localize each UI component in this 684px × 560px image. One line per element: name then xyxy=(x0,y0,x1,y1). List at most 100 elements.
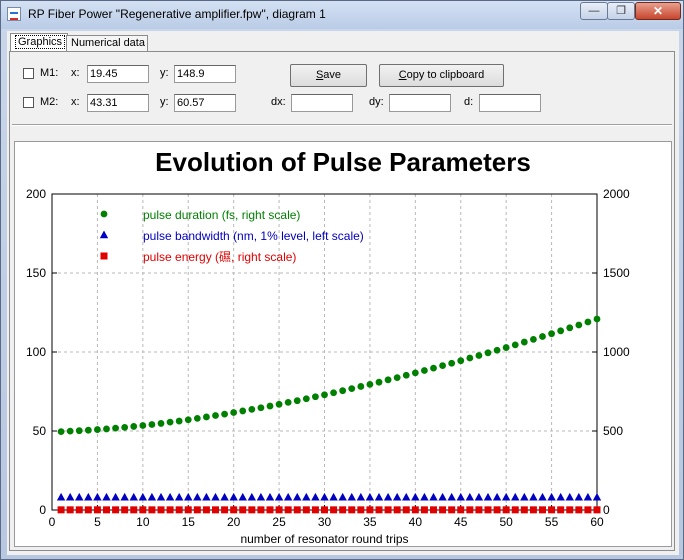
data-point xyxy=(466,354,474,362)
data-point xyxy=(538,492,547,501)
data-point xyxy=(338,492,347,501)
client-area: Graphics Numerical data M1: x: 19.45 y: … xyxy=(7,31,679,555)
x-tick-label: 20 xyxy=(227,515,241,529)
data-point xyxy=(257,404,265,412)
data-point xyxy=(302,506,310,514)
x-tick-label: 25 xyxy=(272,515,286,529)
data-point xyxy=(402,492,411,501)
data-point xyxy=(330,506,338,514)
x-tick-label: 50 xyxy=(499,515,513,529)
data-point xyxy=(293,397,301,405)
data-point xyxy=(211,492,220,501)
app-icon[interactable] xyxy=(7,7,21,21)
save-button[interactable]: Save xyxy=(290,64,367,87)
x-tick-label: 5 xyxy=(94,515,101,529)
data-point xyxy=(493,346,501,354)
data-point xyxy=(529,492,538,501)
data-point xyxy=(583,492,593,501)
data-point xyxy=(193,414,201,422)
data-point xyxy=(511,341,519,349)
data-point xyxy=(111,492,120,501)
data-point xyxy=(502,506,510,514)
maximize-button[interactable]: ❐ xyxy=(607,2,635,20)
x-tick-label: 10 xyxy=(136,515,150,529)
data-point xyxy=(339,387,347,395)
data-point xyxy=(411,492,420,501)
chart-legend: pulse duration (fs, right scale) pulse ba… xyxy=(99,208,364,264)
minimize-button[interactable]: — xyxy=(580,2,608,20)
m2-checkbox[interactable] xyxy=(23,97,34,108)
data-point xyxy=(584,506,592,514)
tab-graphics[interactable]: Graphics xyxy=(10,33,68,52)
data-point xyxy=(84,506,92,514)
data-point xyxy=(484,506,492,514)
data-point xyxy=(548,506,556,514)
data-point xyxy=(565,492,574,501)
d-field[interactable] xyxy=(479,94,541,112)
data-point xyxy=(274,492,284,501)
data-point xyxy=(284,506,292,514)
data-point xyxy=(66,506,74,514)
dy-field[interactable] xyxy=(389,94,451,112)
data-point xyxy=(330,389,337,397)
data-point xyxy=(566,324,574,332)
data-point xyxy=(484,349,492,357)
data-point xyxy=(248,405,256,413)
data-point xyxy=(212,506,219,514)
data-point xyxy=(429,492,438,501)
data-point xyxy=(566,506,574,514)
data-point xyxy=(166,506,174,514)
dy-label: dy: xyxy=(369,96,384,108)
m1-y-field[interactable]: 148.9 xyxy=(174,65,236,83)
data-point xyxy=(229,492,238,501)
title-bar[interactable]: RP Fiber Power "Regenerative amplifier.f… xyxy=(1,1,683,29)
data-point xyxy=(165,492,175,501)
data-point xyxy=(557,506,565,514)
m1-label: M1: xyxy=(40,67,59,79)
m1-checkbox[interactable] xyxy=(23,68,34,79)
chart-svg[interactable]: Evolution of Pulse Parameters 0 5 10 15 20 25… xyxy=(15,142,671,546)
data-point xyxy=(420,492,429,501)
data-point xyxy=(502,344,510,351)
data-point xyxy=(375,506,383,514)
data-point xyxy=(239,506,247,514)
data-point xyxy=(311,492,320,501)
series-1 xyxy=(56,492,602,501)
m2-x-field[interactable]: 43.31 xyxy=(87,94,149,112)
series-0 xyxy=(57,315,601,436)
data-point xyxy=(302,492,311,501)
chart-area[interactable]: Evolution of Pulse Parameters 0 5 10 15 20 25… xyxy=(14,141,672,547)
data-point xyxy=(520,506,528,514)
data-point xyxy=(575,506,583,514)
data-point xyxy=(411,369,419,377)
close-button[interactable]: ✕ xyxy=(635,2,681,20)
m1-x-label: x: xyxy=(71,67,80,79)
data-point xyxy=(212,412,219,419)
data-point xyxy=(456,492,465,501)
copy-to-clipboard-button[interactable]: Copy to clipboard xyxy=(379,64,504,87)
data-point xyxy=(465,492,475,501)
data-point xyxy=(84,426,92,434)
data-point xyxy=(402,506,410,514)
y-right-tick-label: 1500 xyxy=(603,266,630,280)
data-point xyxy=(384,506,392,514)
data-point xyxy=(356,492,366,501)
data-point xyxy=(248,506,256,514)
data-point xyxy=(393,374,401,381)
save-button-accel: S xyxy=(315,69,324,81)
data-point xyxy=(103,425,110,433)
m1-x-field[interactable]: 19.45 xyxy=(87,65,149,83)
y-right-tick-label: 2000 xyxy=(603,187,630,201)
data-point xyxy=(339,506,347,514)
dx-field[interactable] xyxy=(291,94,353,112)
data-point xyxy=(520,338,528,346)
save-button-rest: ave xyxy=(323,69,342,81)
m2-y-field[interactable]: 60.57 xyxy=(174,94,236,112)
series-2 xyxy=(57,506,601,514)
data-point xyxy=(547,492,556,501)
copy-button-accel: C xyxy=(398,69,407,81)
tab-numerical-data[interactable]: Numerical data xyxy=(66,35,148,52)
m2-y-label: y: xyxy=(160,96,169,108)
data-point xyxy=(184,492,193,501)
x-axis-label: number of resonator round trips xyxy=(240,532,408,546)
